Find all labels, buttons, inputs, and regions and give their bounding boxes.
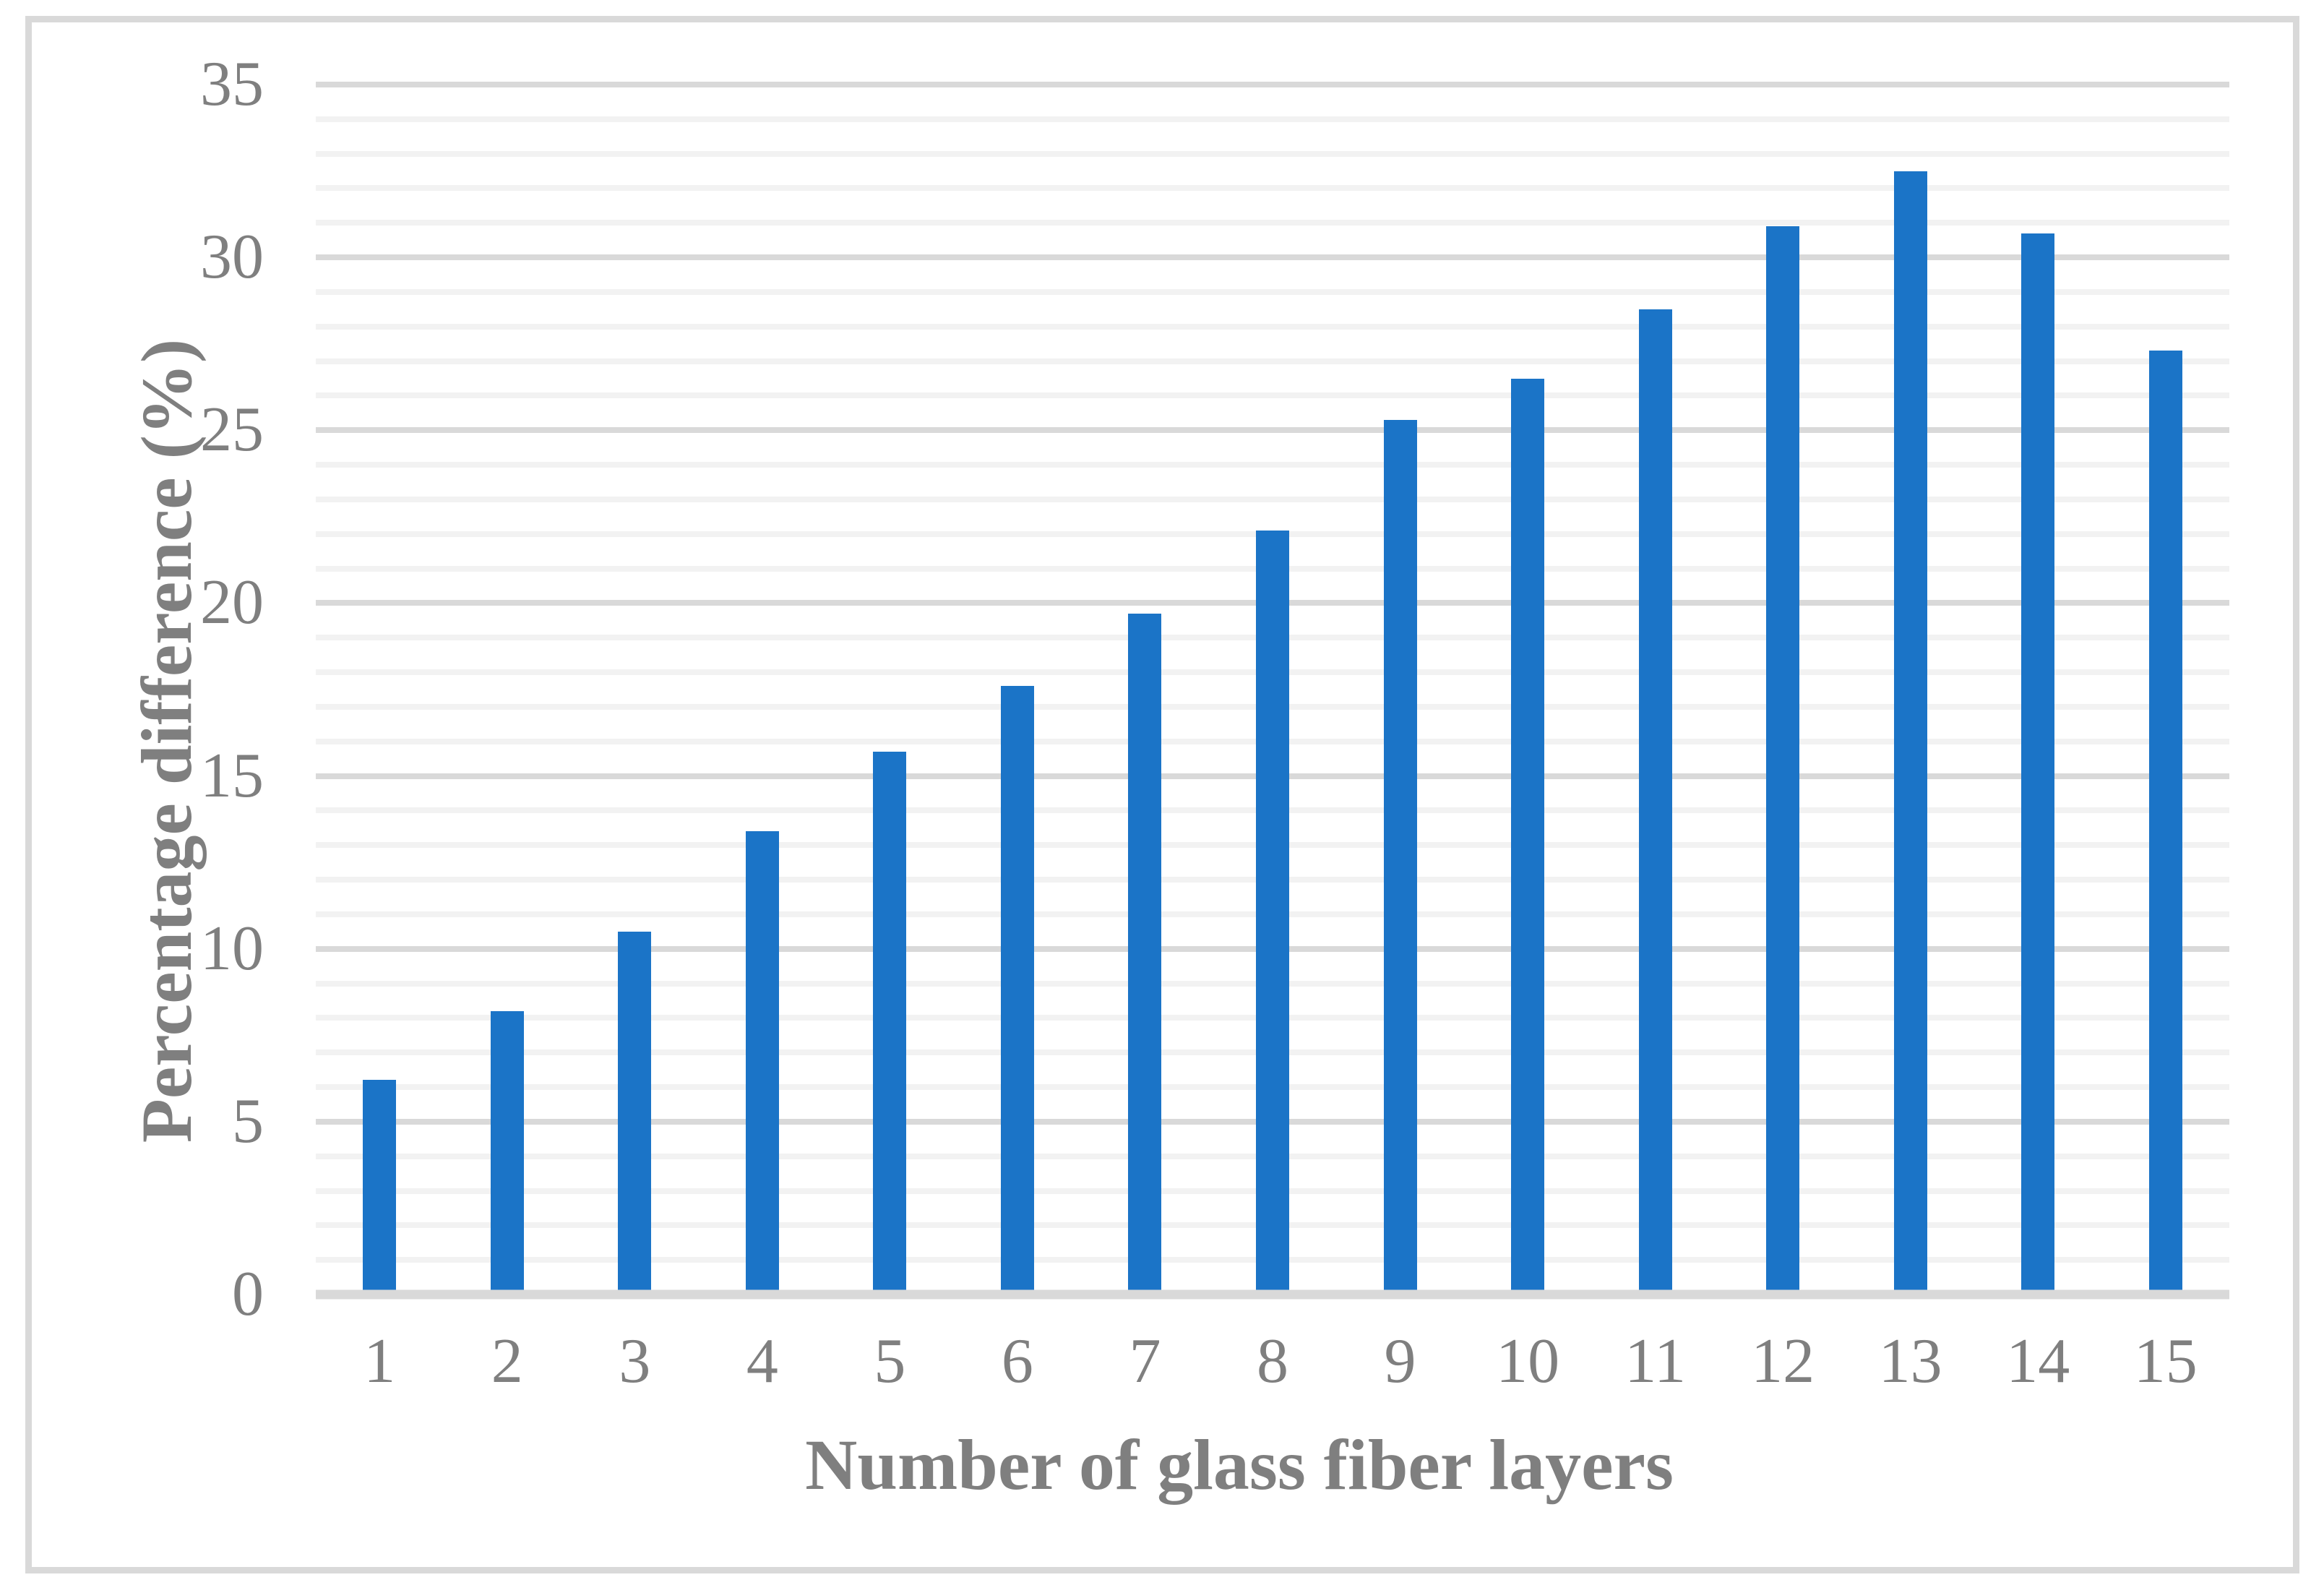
x-tick-label-5: 5 (874, 1326, 906, 1396)
bar-layer-12 (1766, 226, 1800, 1294)
y-tick-label-20: 20 (200, 567, 264, 638)
bar-layer-8 (1256, 531, 1289, 1294)
x-tick-label-6: 6 (1001, 1326, 1033, 1396)
minor-gridline (316, 496, 2229, 502)
plot-area (316, 82, 2229, 1300)
bar-layer-1 (363, 1080, 397, 1294)
bar-layer-9 (1383, 419, 1417, 1294)
bar-layer-14 (2021, 233, 2055, 1294)
bar-layer-6 (1000, 686, 1034, 1294)
x-tick-label-4: 4 (746, 1326, 778, 1396)
bar-layer-3 (618, 931, 652, 1294)
bar-layer-11 (1638, 309, 1672, 1294)
x-tick-label-1: 1 (363, 1326, 396, 1396)
x-tick-label-7: 7 (1129, 1326, 1161, 1396)
x-tick-label-3: 3 (619, 1326, 651, 1396)
major-gridline (316, 82, 2229, 87)
y-tick-label-10: 10 (200, 913, 264, 984)
x-tick-label-10: 10 (1496, 1326, 1560, 1396)
minor-gridline (316, 150, 2229, 157)
bar-layer-7 (1128, 613, 1162, 1294)
x-tick-label-11: 11 (1624, 1326, 1686, 1396)
minor-gridline (316, 288, 2229, 295)
minor-gridline (316, 116, 2229, 122)
bar-layer-2 (490, 1010, 524, 1294)
x-tick-label-14: 14 (2006, 1326, 2070, 1396)
y-tick-label-30: 30 (200, 222, 264, 293)
y-tick-label-0: 0 (232, 1259, 264, 1329)
x-tick-label-8: 8 (1257, 1326, 1288, 1396)
x-axis-line (316, 1289, 2229, 1300)
bar-layer-15 (2148, 351, 2182, 1294)
major-gridline (316, 427, 2229, 434)
x-axis-title: Number of glass fiber layers (805, 1425, 1674, 1505)
y-tick-label-5: 5 (232, 1086, 264, 1156)
minor-gridline (316, 323, 2229, 330)
minor-gridline (316, 462, 2229, 468)
y-tick-label-15: 15 (200, 740, 264, 811)
x-tick-label-12: 12 (1751, 1326, 1815, 1396)
minor-gridline (316, 185, 2229, 192)
bar-layer-5 (873, 752, 907, 1294)
major-gridline (316, 254, 2229, 261)
minor-gridline (316, 220, 2229, 226)
minor-gridline (316, 358, 2229, 364)
minor-gridline (316, 392, 2229, 399)
x-tick-label-13: 13 (1878, 1326, 1942, 1396)
x-tick-label-15: 15 (2133, 1326, 2198, 1396)
x-tick-label-9: 9 (1384, 1326, 1416, 1396)
x-tick-label-2: 2 (491, 1326, 523, 1396)
bar-layer-10 (1511, 378, 1545, 1294)
y-tick-label-25: 25 (200, 395, 264, 465)
bar-layer-4 (745, 831, 779, 1294)
y-tick-label-35: 35 (200, 49, 264, 119)
bar-layer-13 (1893, 171, 1927, 1294)
